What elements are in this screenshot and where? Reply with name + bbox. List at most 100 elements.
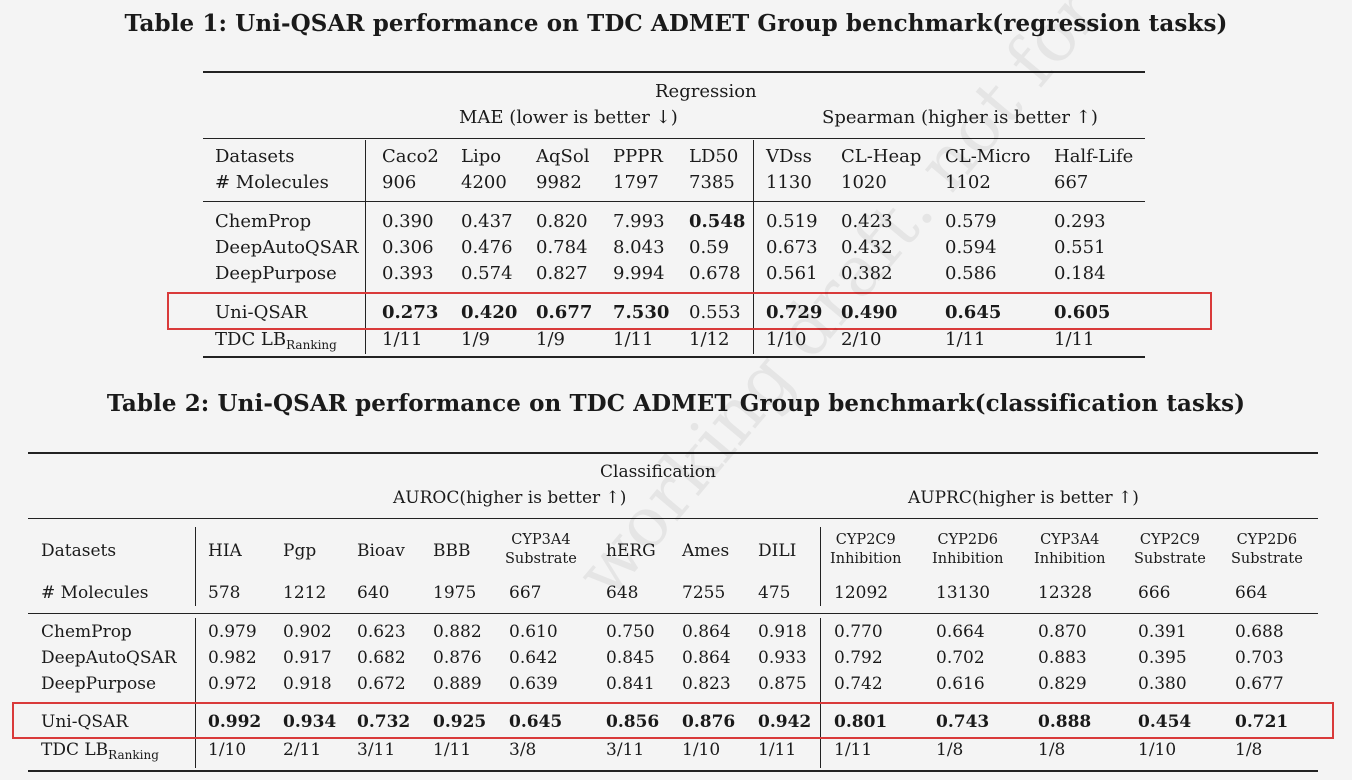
row-label: DeepPurpose <box>41 674 157 694</box>
ranking-value: 1/10 <box>1138 740 1177 760</box>
column-header: Caco2 <box>382 146 439 167</box>
cell-value: 0.393 <box>382 263 434 284</box>
cell-value: 0.594 <box>945 237 997 258</box>
table2-divider <box>820 618 821 768</box>
ranking-value: 1/11 <box>834 740 873 760</box>
cell-value: 0.553 <box>689 302 741 323</box>
row-label: ChemProp <box>215 211 312 232</box>
molecule-count: 1975 <box>433 583 477 603</box>
cell-value: 0.792 <box>834 648 883 668</box>
cell-value: 0.721 <box>1235 712 1289 732</box>
cell-value: 0.801 <box>834 712 888 732</box>
cell-value: 0.610 <box>509 622 558 642</box>
cell-value: 0.306 <box>382 237 434 258</box>
cell-value: 0.380 <box>1138 674 1187 694</box>
molecule-count: 7385 <box>689 172 735 193</box>
ranking-value: 1/9 <box>536 329 565 350</box>
column-header: Bioav <box>357 541 405 561</box>
ranking-value: 1/8 <box>1235 740 1263 760</box>
molecule-count: 640 <box>357 583 390 603</box>
cell-value: 0.437 <box>461 211 513 232</box>
cell-value: 0.972 <box>208 674 257 694</box>
table1-rule <box>203 138 1145 139</box>
table1-rule <box>203 356 1145 358</box>
cell-value: 0.870 <box>1038 622 1087 642</box>
cell-value: 0.875 <box>758 674 807 694</box>
cell-value: 0.883 <box>1038 648 1087 668</box>
column-header: BBB <box>433 541 471 561</box>
cell-value: 0.293 <box>1054 211 1106 232</box>
cell-value: 0.579 <box>945 211 997 232</box>
cell-value: 0.729 <box>766 302 823 323</box>
table2-divider <box>820 527 821 606</box>
cell-value: 0.688 <box>1235 622 1284 642</box>
table1-molecules-label: # Molecules <box>215 172 329 193</box>
column-header: Lipo <box>461 146 502 167</box>
cell-value: 0.184 <box>1054 263 1106 284</box>
ranking-value: 1/8 <box>1038 740 1066 760</box>
table2-rule <box>28 613 1318 614</box>
molecule-count: 666 <box>1138 583 1171 603</box>
cell-value: 0.784 <box>536 237 588 258</box>
table1-metric-right: Spearman (higher is better ↑) <box>822 107 1098 128</box>
table1-divider <box>753 140 754 354</box>
ranking-value: 2/11 <box>283 740 322 760</box>
molecule-count: 12092 <box>834 583 889 603</box>
table1-highlight-box <box>167 292 1212 330</box>
ranking-label: TDC LBRanking <box>215 329 337 352</box>
cell-value: 0.623 <box>357 622 406 642</box>
cell-value: 0.420 <box>461 302 518 323</box>
cell-value: 0.645 <box>945 302 1002 323</box>
molecule-count: 664 <box>1235 583 1268 603</box>
cell-value: 0.391 <box>1138 622 1187 642</box>
cell-value: 0.770 <box>834 622 883 642</box>
column-header: VDss <box>766 146 812 167</box>
cell-value: 0.918 <box>283 674 332 694</box>
cell-value: 0.982 <box>208 648 257 668</box>
column-header: CL-Heap <box>841 146 922 167</box>
cell-value: 0.934 <box>283 712 337 732</box>
molecule-count: 906 <box>382 172 417 193</box>
cell-value: 0.743 <box>936 712 990 732</box>
cell-value: 0.432 <box>841 237 893 258</box>
ranking-value: 3/11 <box>357 740 396 760</box>
row-label: ChemProp <box>41 622 132 642</box>
cell-value: 0.829 <box>1038 674 1087 694</box>
cell-value: 0.273 <box>382 302 439 323</box>
molecule-count: 12328 <box>1038 583 1093 603</box>
column-header: Pgp <box>283 541 317 561</box>
column-header: HIA <box>208 541 242 561</box>
cell-value: 9.994 <box>613 263 665 284</box>
cell-value: 0.639 <box>509 674 558 694</box>
column-header: Ames <box>682 541 730 561</box>
ranking-value: 1/11 <box>613 329 654 350</box>
cell-value: 0.856 <box>606 712 660 732</box>
row-label: Uni-QSAR <box>41 712 129 732</box>
table2-rule <box>28 518 1318 519</box>
table2-highlight-box <box>12 702 1334 739</box>
cell-value: 0.677 <box>536 302 593 323</box>
cell-value: 0.561 <box>766 263 818 284</box>
row-label: DeepAutoQSAR <box>215 237 359 258</box>
cell-value: 0.703 <box>1235 648 1284 668</box>
molecule-count: 1102 <box>945 172 991 193</box>
cell-value: 0.942 <box>758 712 812 732</box>
cell-value: 0.677 <box>1235 674 1284 694</box>
molecule-count: 4200 <box>461 172 507 193</box>
cell-value: 0.979 <box>208 622 257 642</box>
cell-value: 0.841 <box>606 674 655 694</box>
cell-value: 0.864 <box>682 648 731 668</box>
ranking-value: 3/11 <box>606 740 645 760</box>
cell-value: 0.454 <box>1138 712 1192 732</box>
table1-metric-left: MAE (lower is better ↓) <box>459 107 678 128</box>
cell-value: 0.616 <box>936 674 985 694</box>
table1-group-label: Regression <box>655 81 757 102</box>
table1-rule <box>203 201 1145 202</box>
cell-value: 0.586 <box>945 263 997 284</box>
row-label: DeepAutoQSAR <box>41 648 177 668</box>
cell-value: 0.750 <box>606 622 655 642</box>
molecule-count: 13130 <box>936 583 991 603</box>
ranking-value: 3/8 <box>509 740 537 760</box>
molecule-count: 667 <box>1054 172 1089 193</box>
ranking-label: TDC LBRanking <box>41 740 159 762</box>
